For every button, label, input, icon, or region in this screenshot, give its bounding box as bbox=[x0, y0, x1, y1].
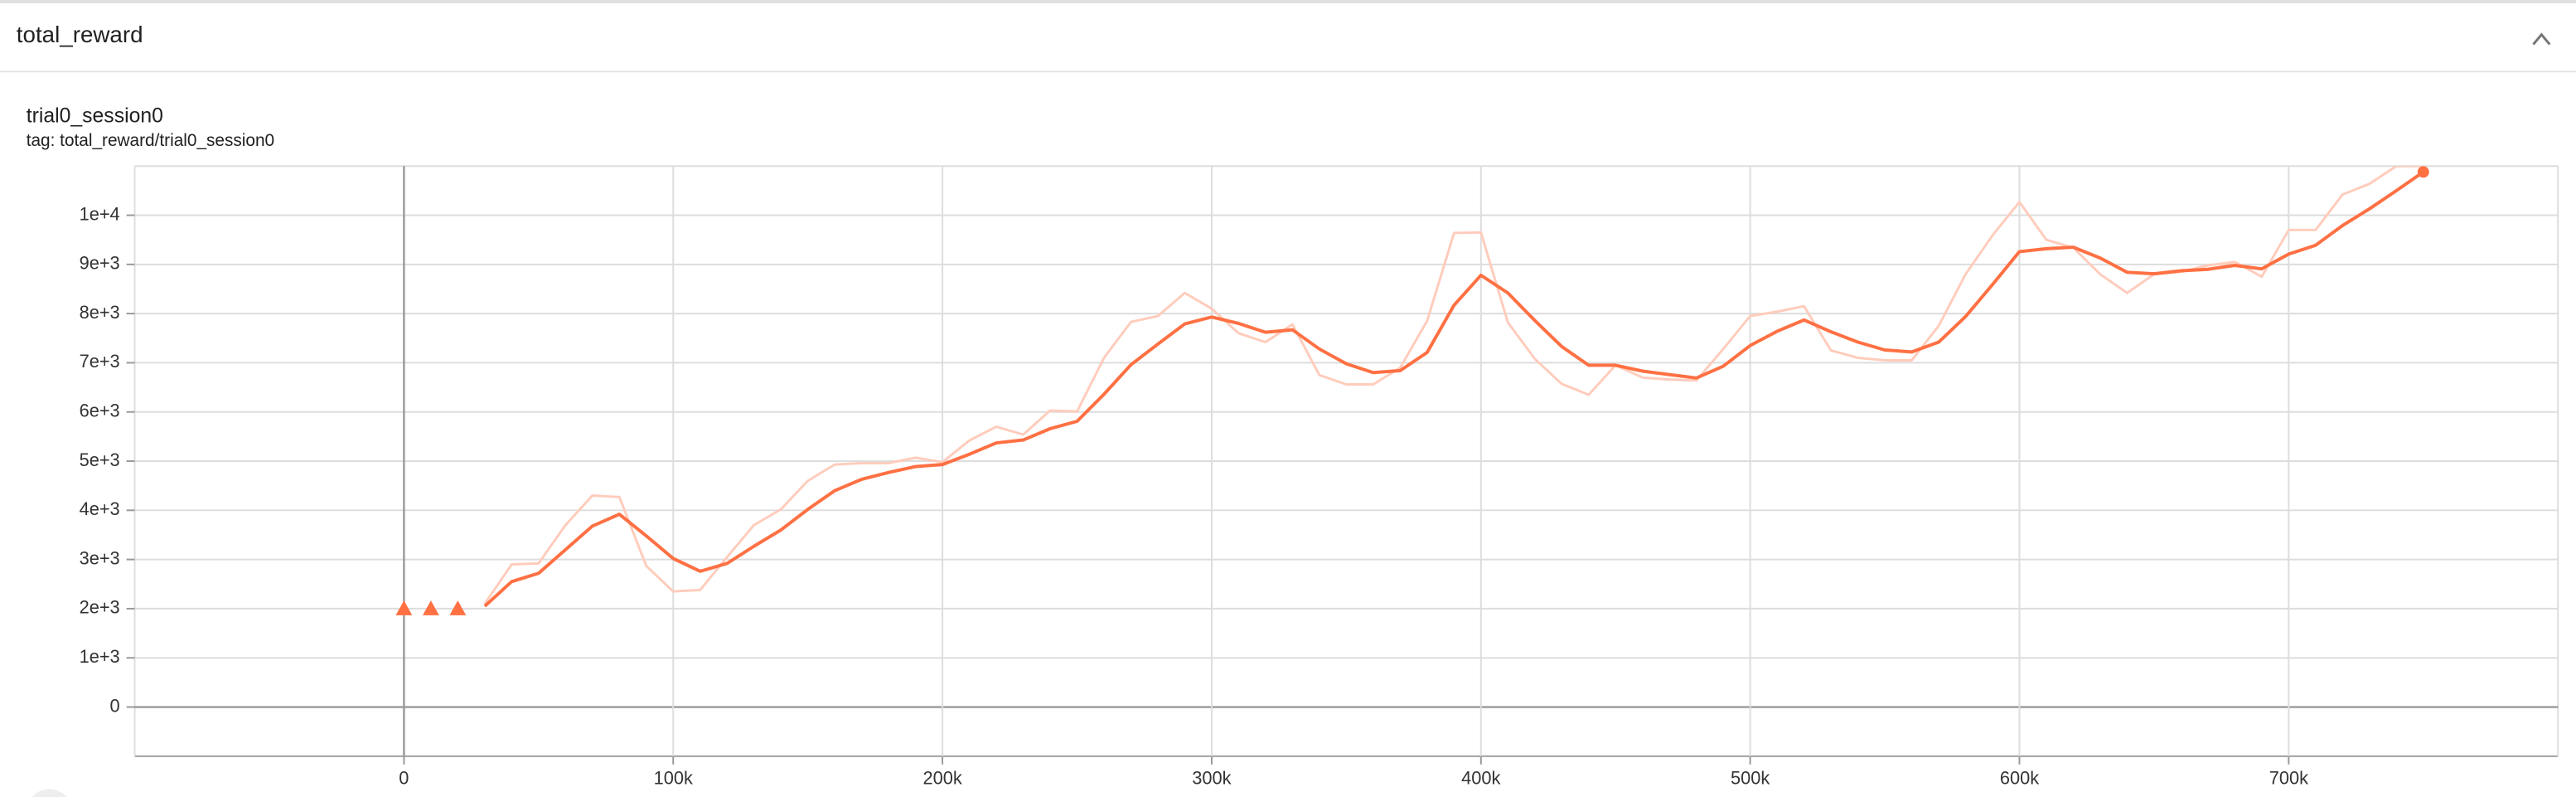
x-tick-label: 100k bbox=[654, 767, 693, 788]
y-tick-label: 3e+3 bbox=[80, 547, 120, 568]
y-tick-label: 4e+3 bbox=[80, 498, 120, 519]
x-tick-label: 700k bbox=[2269, 767, 2308, 788]
y-tick-label: 1e+3 bbox=[80, 646, 120, 667]
marker-triangle bbox=[422, 600, 439, 615]
x-tick-label: 600k bbox=[2000, 767, 2039, 788]
chart-title: trial0_session0 bbox=[27, 104, 163, 127]
x-tick-label: 0 bbox=[399, 767, 409, 788]
top-border bbox=[0, 0, 2576, 3]
y-tick-label: 8e+3 bbox=[80, 302, 120, 323]
x-tick-label: 200k bbox=[922, 767, 961, 788]
x-tick-label: 300k bbox=[1192, 767, 1231, 788]
y-tick-label: 7e+3 bbox=[80, 351, 120, 372]
series-group bbox=[395, 166, 2429, 615]
marker-triangle bbox=[449, 600, 467, 615]
end-point bbox=[2417, 166, 2429, 178]
y-tick-label: 9e+3 bbox=[80, 253, 120, 274]
x-tick-label: 400k bbox=[1461, 767, 1500, 788]
series-line bbox=[483, 166, 2423, 605]
x-tick-label: 500k bbox=[1731, 767, 1770, 788]
series-line bbox=[483, 170, 2424, 608]
y-tick-label: 0 bbox=[110, 695, 120, 716]
chart-subtitle: tag: total_reward/trial0_session0 bbox=[27, 131, 274, 150]
y-tick-label: 1e+4 bbox=[80, 203, 120, 224]
section-title: total_reward bbox=[17, 22, 143, 47]
marker-triangle bbox=[395, 600, 413, 615]
corner-button[interactable] bbox=[27, 789, 73, 797]
y-tick-label: 6e+3 bbox=[80, 400, 120, 420]
collapse-button[interactable] bbox=[2532, 32, 2551, 46]
y-tick-label: 2e+3 bbox=[80, 597, 120, 618]
plot-area: 0 1e+3 2e+3 3e+3 4e+3 5e+3 6e+3 7e+3 8e+3 9e+3 1e+… bbox=[80, 165, 2559, 788]
y-tick-label: 5e+3 bbox=[80, 450, 120, 470]
